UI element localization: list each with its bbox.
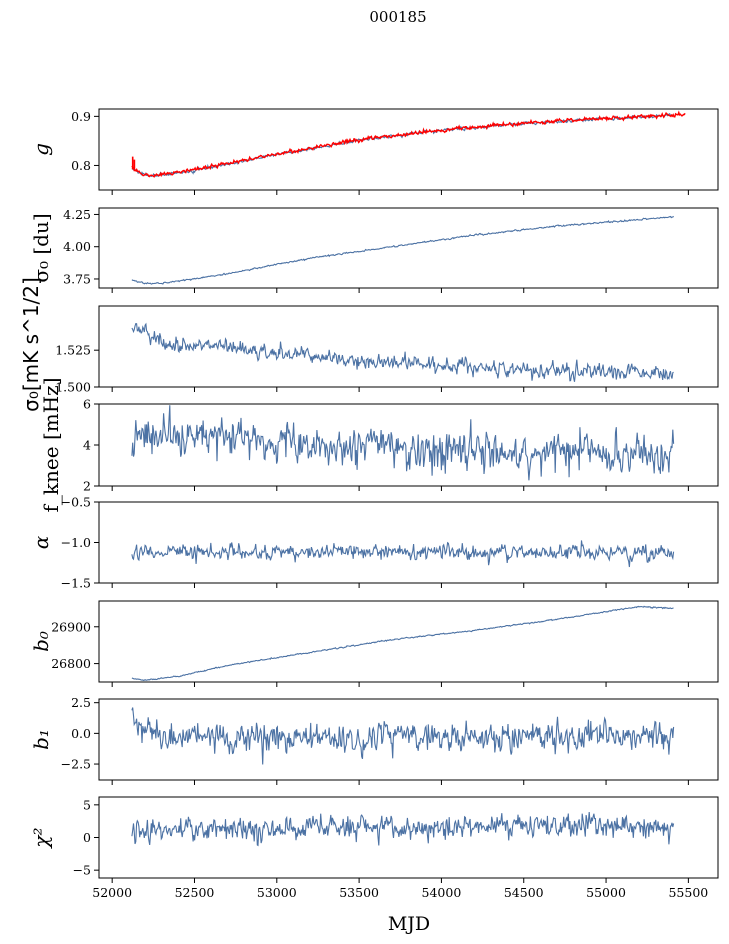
overlay-line-g <box>131 110 686 178</box>
panel-g: 0.8 0.9 g <box>29 108 719 195</box>
y-tick-label-fknee: 2 <box>83 479 91 494</box>
axes-frame-g <box>98 108 719 191</box>
y-tick-label-b1: 0.0 <box>71 726 91 741</box>
panel-chi2: 52000 52500 53000 53500 54000 54500 55000 55500… <box>29 796 719 900</box>
y-tick-label-b1: 2.5 <box>71 695 91 710</box>
y-tick-label-chi2: −5 <box>73 863 91 878</box>
axes-frame-b0 <box>98 600 719 683</box>
y-tick-label-sigma0du: 4.25 <box>63 207 91 222</box>
y-axis-label-sigma0mk: σ₀[mK s^1/2] <box>19 277 43 412</box>
x-tick-label: 54500 <box>504 885 544 900</box>
series-line-fknee <box>131 405 675 481</box>
y-tick-label-sigma0mk: 1.500 <box>55 380 91 395</box>
axes-frame-chi2 <box>98 796 719 879</box>
panels: 0.8 0.9 g 3.75 4.00 4.25 σ₀ [du] 1.500 1.525 σ₀[m… <box>19 108 719 900</box>
y-axis-label-g: g <box>29 143 53 156</box>
y-tick-label-alpha: −0.5 <box>61 495 91 510</box>
y-tick-label-b0: 26800 <box>51 656 91 671</box>
x-tick-label: 52500 <box>175 885 215 900</box>
y-tick-label-chi2: 0 <box>83 830 91 845</box>
x-tick-label: 54000 <box>422 885 462 900</box>
series-line-sigma0mk <box>131 322 674 382</box>
y-axis-label-alpha: α <box>29 535 53 549</box>
y-tick-label-b0: 26900 <box>51 619 91 634</box>
y-tick-label-sigma0mk: 1.525 <box>55 343 91 358</box>
panel-b1: −2.5 0.0 2.5 b₁ <box>29 695 719 785</box>
y-tick-label-fknee: 6 <box>83 397 91 412</box>
y-axis-label-chi2: χ² <box>29 827 53 849</box>
axes-frame-sigma0mk <box>98 305 719 388</box>
overlay-spike-g <box>131 156 136 172</box>
axes-frame-fknee <box>98 403 719 487</box>
y-axis-label-b0: b₀ <box>29 631 53 652</box>
y-tick-label-b1: −2.5 <box>61 757 91 772</box>
y-tick-label-alpha: −1.5 <box>61 576 91 591</box>
y-tick-label-sigma0du: 3.75 <box>63 271 91 286</box>
x-tick-label: 53500 <box>339 885 379 900</box>
x-tick-label: 53000 <box>257 885 297 900</box>
y-axis-label-sigma0du: σ₀ [du] <box>29 213 53 282</box>
x-tick-label: 52000 <box>92 885 132 900</box>
axes-frame-alpha <box>98 501 719 584</box>
y-tick-label-sigma0du: 4.00 <box>63 239 91 254</box>
axes-frame-sigma0du <box>98 207 719 289</box>
y-axis-label-fknee: f_knee [mHz] <box>39 378 63 513</box>
series-line-alpha <box>131 540 675 568</box>
panel-alpha: −1.5 −1.0 −0.5 α <box>29 495 719 591</box>
y-tick-label-g: 0.9 <box>71 109 91 124</box>
y-tick-label-alpha: −1.0 <box>61 535 91 550</box>
axes-frame-b1 <box>98 698 719 781</box>
series-line-g <box>131 113 674 178</box>
series-line-sigma0du <box>131 215 675 285</box>
series-line-chi2 <box>131 812 675 847</box>
series-line-b1 <box>131 707 675 765</box>
x-axis-label: MJD <box>388 913 430 935</box>
series-line-b0 <box>131 605 674 681</box>
x-tick-label: 55000 <box>586 885 626 900</box>
y-tick-label-chi2: 5 <box>83 797 91 812</box>
panel-sigma0du: 3.75 4.00 4.25 σ₀ [du] <box>29 207 719 293</box>
panel-fknee: 2 4 6 f_knee [mHz] <box>39 378 719 513</box>
x-tick-label: 55500 <box>668 885 708 900</box>
panel-sigma0mk: 1.500 1.525 σ₀[mK s^1/2] <box>19 277 719 412</box>
y-tick-label-fknee: 4 <box>83 438 91 453</box>
figure-title: 000185 <box>369 8 426 26</box>
y-axis-label-b1: b₁ <box>29 729 53 750</box>
y-tick-label-g: 0.8 <box>71 158 91 173</box>
